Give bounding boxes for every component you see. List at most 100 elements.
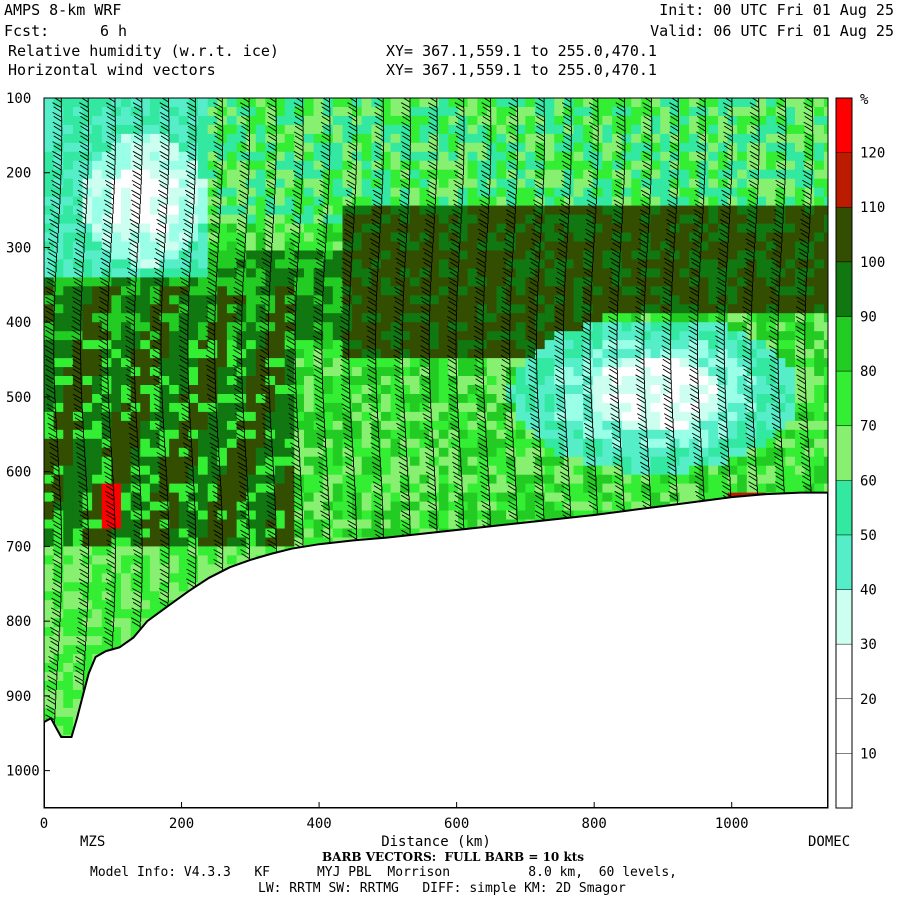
rh-cell [44, 447, 55, 458]
rh-cell [121, 376, 132, 386]
rh-cell [188, 98, 199, 108]
rh-cell [563, 277, 575, 287]
rh-cell [169, 510, 180, 521]
rh-cell [621, 160, 632, 171]
rh-cell [766, 259, 777, 269]
rh-cell [53, 313, 64, 323]
rh-cell [669, 420, 680, 431]
rh-cell [149, 142, 161, 153]
rh-cell [130, 124, 141, 135]
rh-cell [698, 376, 709, 386]
rh-cell [188, 115, 199, 126]
rh-cell [583, 385, 594, 395]
rh-cell [140, 573, 151, 583]
rh-cell [535, 98, 546, 108]
rh-cell [708, 250, 719, 261]
rh-cell [592, 160, 603, 171]
rh-cell [169, 528, 180, 539]
rh-cell [419, 331, 430, 341]
rh-cell [332, 349, 343, 359]
rh-cell [371, 402, 382, 413]
rh-cell [766, 98, 777, 108]
rh-cell [82, 196, 93, 207]
rh-cell [660, 241, 671, 252]
rh-cell [284, 187, 295, 198]
rh-cell [612, 447, 623, 458]
rh-cell [226, 492, 238, 503]
rh-cell [304, 367, 315, 377]
colorbar-bin [836, 753, 852, 809]
rh-cell [44, 402, 55, 413]
rh-cell [458, 429, 469, 440]
rh-cell [400, 205, 411, 216]
rh-cell [458, 205, 469, 216]
rh-cell [178, 573, 189, 583]
terrain-surface [44, 491, 828, 808]
rh-cell [159, 519, 170, 530]
rh-cell [698, 358, 709, 368]
rh-cell [265, 124, 276, 135]
rh-cell [53, 160, 64, 171]
rh-cell [53, 115, 64, 126]
rh-cell [246, 313, 257, 323]
rh-cell [467, 519, 478, 530]
rh-cell [467, 151, 478, 162]
rh-cell [621, 465, 632, 476]
rh-cell [727, 151, 738, 162]
rh-cell [130, 349, 141, 359]
rh-cell [679, 268, 690, 278]
rh-cell [169, 268, 180, 278]
rh-cell [708, 313, 719, 323]
rh-cell [72, 169, 84, 180]
rh-cell [775, 115, 786, 126]
rh-cell [304, 250, 315, 261]
rh-cell [236, 555, 247, 565]
rh-cell [121, 618, 132, 628]
rh-cell [708, 492, 719, 503]
rh-cell [352, 438, 363, 449]
rh-cell [140, 241, 151, 252]
rh-cell [284, 483, 295, 494]
rh-cell [573, 259, 584, 269]
rh-cell [371, 98, 382, 108]
rh-cell [323, 411, 334, 422]
rh-cell [304, 402, 315, 413]
rh-cell [640, 501, 652, 512]
rh-cell [737, 438, 748, 449]
rh-cell [92, 331, 103, 341]
rh-cell [246, 151, 257, 162]
rh-cell [265, 160, 276, 171]
rh-cell [159, 250, 170, 261]
rh-cell [72, 546, 84, 556]
rh-cell [496, 124, 507, 135]
rh-cell [631, 438, 642, 449]
rh-cell [438, 268, 449, 278]
rh-cell [236, 537, 247, 548]
rh-cell [323, 528, 334, 539]
rh-cell [371, 367, 382, 377]
rh-cell [390, 232, 401, 243]
rh-cell [438, 295, 449, 305]
cross-section-coords-2: XY= 367.1,559.1 to 255.0,470.1 [386, 61, 657, 79]
rh-cell [92, 196, 103, 207]
rh-cell [381, 259, 392, 269]
rh-cell [207, 331, 218, 341]
rh-cell [708, 115, 719, 126]
rh-cell [429, 349, 440, 359]
rh-cell [140, 107, 151, 117]
rh-cell [544, 223, 555, 234]
rh-cell [602, 241, 613, 252]
rh-cell [304, 447, 315, 458]
rh-cell [766, 465, 777, 476]
rh-cell [631, 376, 642, 386]
rh-cell [246, 546, 257, 556]
rh-cell [525, 142, 536, 153]
rh-cell [631, 115, 642, 126]
rh-cell [438, 394, 449, 404]
rh-cell [612, 420, 623, 431]
rh-cell [544, 187, 555, 198]
rh-cell [140, 214, 151, 225]
rh-cell [323, 214, 334, 225]
rh-cell [756, 474, 767, 485]
rh-cell [506, 331, 517, 341]
